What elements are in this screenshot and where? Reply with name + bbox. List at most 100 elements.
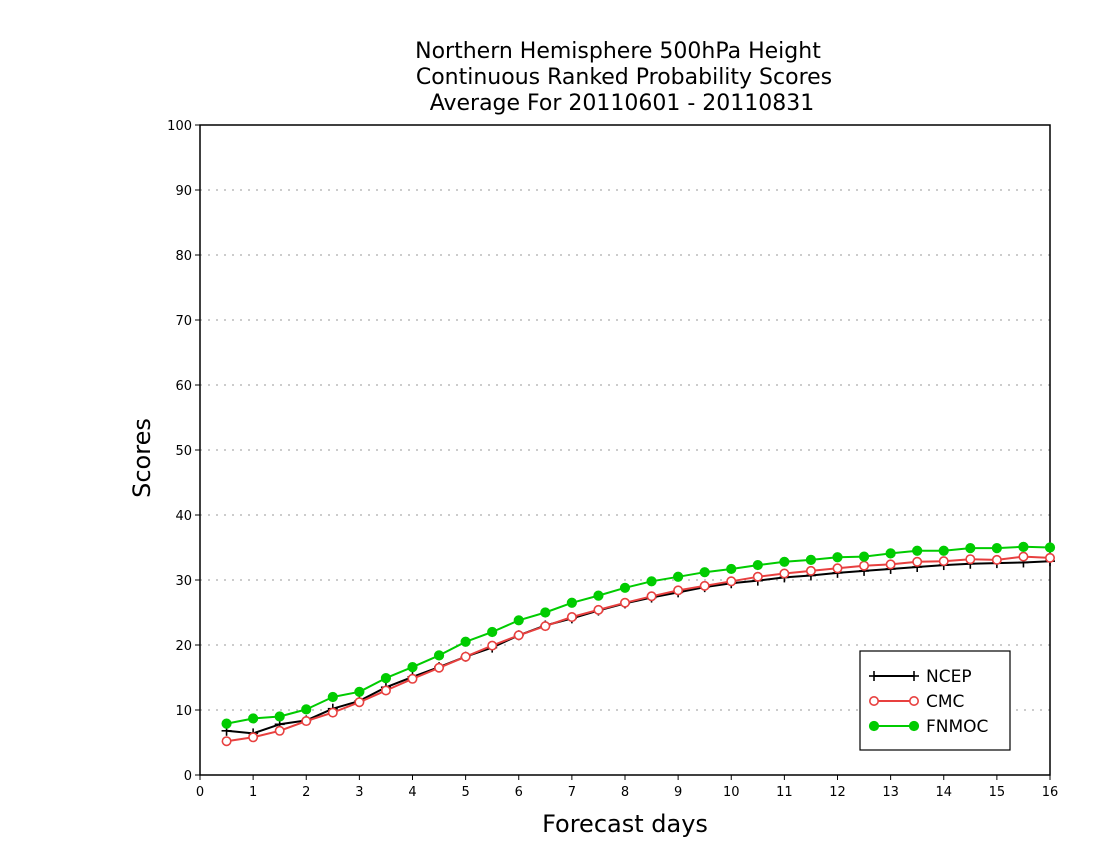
x-tick-label: 6 bbox=[515, 785, 523, 800]
legend-marker-cmc bbox=[868, 695, 879, 706]
data-point-cmc bbox=[752, 571, 763, 582]
horizontal-gridlines bbox=[200, 189, 1050, 711]
data-point-fnmoc bbox=[566, 597, 577, 608]
x-tick-label: 1 bbox=[249, 785, 257, 800]
data-point-cmc bbox=[805, 565, 816, 576]
data-point-cmc bbox=[673, 585, 684, 596]
data-point-cmc bbox=[380, 685, 391, 696]
y-tick-label: 40 bbox=[175, 509, 192, 524]
data-point-fnmoc bbox=[699, 567, 710, 578]
data-point-fnmoc bbox=[327, 691, 338, 703]
data-point-fnmoc bbox=[274, 711, 285, 722]
y-axis: 0 10 20 30 40 50 60 70 80 90 100 bbox=[167, 119, 200, 784]
y-tick-label: 20 bbox=[175, 639, 192, 654]
data-point-fnmoc bbox=[380, 673, 392, 684]
y-tick-label: 50 bbox=[175, 444, 192, 459]
data-point-cmc bbox=[1018, 551, 1029, 562]
data-point-fnmoc bbox=[301, 704, 312, 715]
data-point-cmc bbox=[832, 563, 843, 574]
data-point-fnmoc bbox=[646, 576, 657, 587]
data-point-fnmoc bbox=[726, 563, 737, 575]
data-point-fnmoc bbox=[1044, 542, 1056, 553]
data-point-cmc bbox=[434, 662, 445, 673]
x-tick-label: 10 bbox=[723, 785, 740, 800]
x-axis-label: Forecast days bbox=[542, 810, 708, 838]
data-point-cmc bbox=[699, 580, 710, 591]
data-point-cmc bbox=[221, 736, 232, 747]
x-tick-label: 13 bbox=[882, 785, 899, 800]
data-point-cmc bbox=[327, 707, 338, 718]
data-point-cmc bbox=[619, 597, 630, 608]
data-point-fnmoc bbox=[1018, 541, 1029, 552]
data-point-fnmoc bbox=[407, 662, 418, 673]
data-point-fnmoc bbox=[619, 582, 631, 593]
x-tick-label: 9 bbox=[674, 785, 682, 800]
series-layer bbox=[221, 541, 1056, 747]
data-point-fnmoc bbox=[832, 552, 843, 563]
legend-marker-fnmoc bbox=[908, 720, 920, 732]
y-tick-label: 80 bbox=[175, 249, 192, 264]
x-tick-label: 4 bbox=[408, 785, 416, 800]
x-axis: 0 1 2 3 4 5 6 7 8 9 10 11 12 13 14 15 16 bbox=[196, 775, 1058, 800]
legend-label-ncep: NCEP bbox=[926, 667, 972, 687]
legend: NCEP CMC FNMOC bbox=[859, 650, 1011, 751]
x-tick-label: 15 bbox=[989, 785, 1006, 800]
data-point-cmc bbox=[593, 604, 604, 615]
data-point-cmc bbox=[487, 640, 498, 651]
data-point-cmc bbox=[646, 591, 657, 602]
legend-item-fnmoc: FNMOC bbox=[868, 717, 988, 737]
data-point-fnmoc bbox=[991, 543, 1002, 554]
data-point-fnmoc bbox=[779, 556, 790, 567]
data-point-cmc bbox=[965, 554, 976, 565]
legend-marker-ncep bbox=[909, 671, 919, 681]
legend-label-cmc: CMC bbox=[926, 692, 964, 712]
y-tick-label: 0 bbox=[184, 769, 192, 784]
data-point-cmc bbox=[1045, 552, 1056, 563]
x-tick-label: 5 bbox=[461, 785, 469, 800]
data-point-fnmoc bbox=[938, 545, 949, 556]
y-tick-label: 30 bbox=[175, 574, 192, 589]
legend-marker-ncep bbox=[869, 671, 879, 681]
data-point-cmc bbox=[938, 556, 949, 567]
data-point-cmc bbox=[566, 612, 577, 623]
x-tick-label: 2 bbox=[302, 785, 310, 800]
data-point-fnmoc bbox=[540, 607, 551, 618]
data-point-fnmoc bbox=[248, 713, 259, 724]
data-point-cmc bbox=[301, 716, 312, 727]
data-point-fnmoc bbox=[354, 686, 365, 697]
y-axis-label: Scores bbox=[128, 418, 156, 498]
data-point-fnmoc bbox=[513, 615, 524, 626]
data-point-cmc bbox=[991, 554, 1002, 565]
x-tick-label: 12 bbox=[829, 785, 846, 800]
data-point-fnmoc bbox=[965, 543, 976, 554]
chart-title-line-2: Continuous Ranked Probability Scores bbox=[416, 65, 832, 90]
data-point-cmc bbox=[354, 697, 365, 708]
x-tick-label: 7 bbox=[568, 785, 576, 800]
chart-title-line-1: Northern Hemisphere 500hPa Height bbox=[415, 39, 821, 64]
data-point-fnmoc bbox=[885, 548, 896, 559]
data-point-fnmoc bbox=[912, 545, 923, 556]
x-tick-label: 14 bbox=[935, 785, 952, 800]
data-point-cmc bbox=[885, 559, 896, 570]
legend-item-ncep: NCEP bbox=[869, 667, 972, 687]
data-point-fnmoc bbox=[433, 650, 445, 661]
x-tick-label: 11 bbox=[776, 785, 793, 800]
x-tick-label: 8 bbox=[621, 785, 629, 800]
data-point-fnmoc bbox=[805, 554, 817, 565]
chart-title: Northern Hemisphere 500hPa Height Contin… bbox=[415, 39, 832, 116]
data-point-cmc bbox=[726, 576, 737, 587]
series-cmc bbox=[221, 551, 1056, 747]
data-point-cmc bbox=[407, 673, 418, 684]
data-point-cmc bbox=[779, 568, 790, 579]
legend-marker-fnmoc bbox=[868, 720, 880, 732]
data-point-cmc bbox=[513, 630, 524, 641]
data-point-fnmoc bbox=[221, 718, 232, 729]
y-tick-label: 90 bbox=[175, 184, 192, 199]
data-point-fnmoc bbox=[593, 590, 604, 601]
data-point-cmc bbox=[540, 621, 551, 632]
data-point-cmc bbox=[460, 651, 471, 662]
legend-label-fnmoc: FNMOC bbox=[926, 717, 988, 737]
data-point-fnmoc bbox=[487, 626, 498, 638]
x-tick-label: 16 bbox=[1042, 785, 1059, 800]
